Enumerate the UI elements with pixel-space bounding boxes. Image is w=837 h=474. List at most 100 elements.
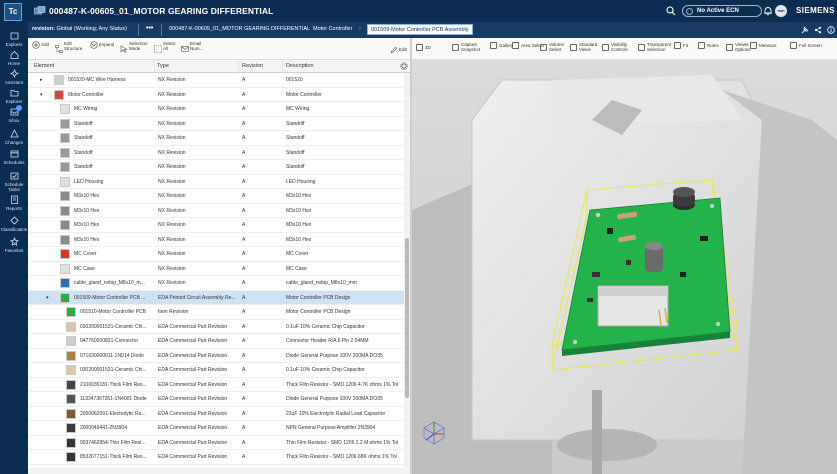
rail-item-assistant[interactable]: Assistant [0, 69, 28, 85]
table-row[interactable]: ▾ 001509-Motor Controller PCB ... EDA Prin… [28, 290, 410, 305]
viewer-capture-snapshot-button[interactable]: Capture Snapshot [452, 42, 485, 52]
viewer-notes-button[interactable]: Notes [698, 42, 731, 49]
3d-viewport[interactable] [412, 60, 837, 474]
table-row[interactable]: MC Cover NX Revision A MC Cover [28, 247, 410, 262]
tree-expander-icon[interactable]: ▾ [40, 91, 43, 98]
assembly-icon [34, 6, 46, 15]
edit-structure-button[interactable]: Edit Structure [55, 41, 86, 53]
revision-rule-selector[interactable]: revision: Global (Working; Any Status) [32, 26, 127, 32]
table-row[interactable]: 2000049441-2N3904 EDA Commercial Part Rev… [28, 421, 410, 436]
table-row[interactable]: Standoff NX Revision A Standoff [28, 131, 410, 146]
viewer-viewer-options-button[interactable]: Viewer Options [726, 42, 759, 52]
table-row[interactable]: 2100036181-Thick Film Res... EDA Commerci… [28, 378, 410, 392]
column-header-description[interactable]: Description [286, 63, 314, 69]
table-row[interactable]: ▸ 001520-MC Wire Harness NX Revision A 00152… [28, 73, 410, 88]
viewer-transparent-selection-button[interactable]: Transparent Selection [638, 42, 671, 52]
table-scrollbar[interactable] [404, 73, 410, 468]
breadcrumb-current[interactable]: 001509-Motor Controller PCB Assembly [367, 24, 473, 35]
column-header-revision[interactable]: Revision [242, 63, 264, 69]
search-icon[interactable] [666, 6, 676, 16]
capacitor-cap [673, 187, 695, 197]
teamcenter-logo[interactable]: Tc [4, 3, 22, 21]
viewer-measure-button[interactable]: Measure [750, 42, 783, 49]
notifications-bell-icon[interactable] [763, 6, 773, 16]
table-row[interactable]: 071630000011-1N914 Diode EDA Commercial P… [28, 349, 410, 363]
rail-item-inbox[interactable]: Inbox [0, 107, 28, 123]
table-row[interactable]: 030200001531-Ceramic Chi... EDA Commercia… [28, 320, 410, 334]
column-settings-gear-icon[interactable] [400, 62, 408, 70]
part-thumbnail [66, 365, 76, 375]
pin-icon[interactable] [801, 26, 809, 34]
cell-type: EDA Commercial Part Revision [158, 410, 228, 417]
table-row[interactable]: 113347367261-1N4001 Diode EDA Commercial … [28, 392, 410, 407]
rail-item-explorer[interactable]: Explorer [0, 31, 28, 47]
table-row[interactable]: 030200001531-Ceramic Chi... EDA Commercia… [28, 363, 410, 378]
rail-item-reports[interactable]: Reports [0, 195, 28, 211]
rail-item-favorites[interactable]: Favorites [0, 237, 28, 253]
pcb-edge [562, 332, 730, 356]
viewer-full-screen-button[interactable]: Full Screen [790, 42, 823, 49]
cell-revision: A [242, 120, 246, 127]
column-header-type[interactable]: Type [157, 63, 169, 69]
table-row[interactable]: Standoff NX Revision A Standoff [28, 117, 410, 131]
column-header-element[interactable]: Element [34, 63, 55, 69]
rail-item-schedule-tasks[interactable]: Schedule Tasks [0, 171, 28, 192]
viewer-visibility-controls-button[interactable]: Visibility Controls [602, 42, 635, 52]
select-all-button[interactable]: Select All [154, 41, 177, 53]
table-row[interactable]: 8532677151-Thick Film Res... EDA Commerci… [28, 450, 410, 465]
breadcrumb-motor-controller[interactable]: Motor Controller [313, 26, 353, 32]
table-row[interactable]: M3x10 Hex NX Revision A M3x10 Hex [28, 204, 410, 218]
connector-top [598, 286, 668, 296]
cell-revision: A [242, 294, 246, 301]
table-row[interactable]: cable_gland_nobip_M8x10_m... NX Revision A… [28, 276, 410, 291]
viewer-standard-views-button[interactable]: Standard Views [570, 42, 603, 52]
add-button[interactable]: Add [32, 41, 49, 49]
user-avatar[interactable]: mm [775, 5, 787, 17]
rail-item-classification[interactable]: Classification [0, 216, 28, 232]
table-row[interactable]: MC Wiring NX Revision A MC Wiring [28, 102, 410, 117]
rail-item-explorer[interactable]: Explorer [0, 88, 28, 104]
info-icon[interactable] [827, 26, 835, 34]
page-title: 000487-K-00605_01_MOTOR GEARING DIFFEREN… [49, 6, 274, 16]
table-row[interactable]: 047760000831-Connector EDA Commercial Par… [28, 334, 410, 349]
structure-icon [55, 45, 63, 53]
cell-type: NX Revision [158, 178, 186, 185]
table-row[interactable]: Standoff NX Revision A Standoff [28, 146, 410, 160]
rail-item-changes[interactable]: Changes [0, 129, 28, 145]
table-row[interactable]: ▾ Motor Controller NX Revision A Motor Contr… [28, 88, 410, 102]
table-row[interactable]: LED Housing NX Revision A LED Housing [28, 175, 410, 189]
table-row[interactable]: M3x10 Hex NX Revision A M3x10 Hex [28, 233, 410, 247]
scrollbar-thumb[interactable] [405, 238, 409, 398]
cell-type: NX Revision [158, 149, 186, 156]
viewer-volume-select-button[interactable]: Volume Select [540, 42, 573, 52]
cell-element: 2000062091-Electrolytic Ra... [80, 410, 146, 417]
viewer-fit-button[interactable]: Fit [674, 42, 707, 49]
table-row[interactable]: 2000062091-Electrolytic Ra... EDA Commerc… [28, 407, 410, 421]
viewer-area-select-button[interactable]: Area Select [512, 42, 545, 49]
active-ecn-selector[interactable]: No Active ECN [682, 5, 762, 17]
structure-table-body: ▸ 001520-MC Wire Harness NX Revision A 00152… [28, 73, 410, 468]
share-icon[interactable] [814, 26, 822, 34]
cell-revision: A [242, 338, 246, 344]
rail-item-schedules[interactable]: Schedules [0, 149, 28, 165]
table-row[interactable]: 9937462854-Thin Film Resi... EDA Commerci… [28, 436, 410, 450]
tree-expander-icon[interactable]: ▸ [40, 77, 43, 83]
table-row[interactable]: M3x10 Hex NX Revision A M3x10 Hex [28, 189, 410, 204]
more-options-button[interactable]: ••• [146, 25, 154, 32]
view-triad[interactable] [423, 421, 445, 445]
selection-mode-button[interactable]: Selection Mode [120, 41, 149, 53]
tree-expander-icon[interactable]: ▾ [46, 294, 49, 301]
breadcrumb-root[interactable]: 000487-K-00605_01_MOTOR GEARING DIFFEREN… [169, 26, 311, 32]
table-row[interactable]: M3x10 Hex NX Revision A M3x10 Hex [28, 218, 410, 233]
email-num-button[interactable]: Email Num... [181, 41, 212, 53]
rail-item-home[interactable]: Home [0, 50, 28, 66]
table-row[interactable]: 001510-Motor Controller PCB Item Revision… [28, 305, 410, 320]
viewer-gallery-button[interactable]: Gallery [490, 42, 523, 49]
panel-splitter[interactable] [410, 38, 412, 474]
expand-button[interactable]: Expand [90, 41, 114, 49]
table-row[interactable]: MC Case NX Revision A MC Case [28, 262, 410, 276]
table-row[interactable]: Standoff NX Revision A Standoff [28, 160, 410, 175]
edit-button[interactable]: Edit [390, 46, 407, 54]
cell-description: NPN General Purpose Amplifier 2N3904 [286, 425, 376, 431]
viewer-3d-button[interactable]: 3D [416, 44, 435, 51]
